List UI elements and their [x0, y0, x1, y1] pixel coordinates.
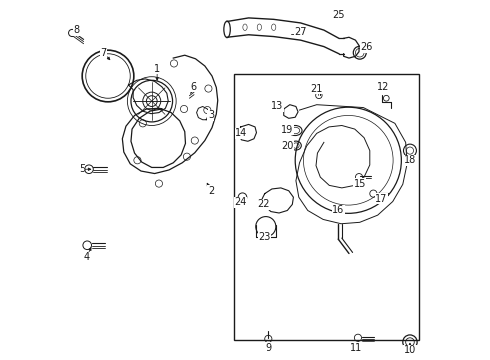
Text: 12: 12 — [377, 82, 389, 92]
Text: 6: 6 — [190, 82, 196, 92]
Text: 25: 25 — [332, 10, 344, 20]
Text: 27: 27 — [294, 27, 307, 37]
Text: 24: 24 — [234, 197, 246, 207]
Text: 2: 2 — [208, 186, 214, 196]
Text: 14: 14 — [235, 129, 247, 138]
Text: 7: 7 — [100, 48, 106, 58]
Text: 22: 22 — [257, 199, 270, 210]
Text: 8: 8 — [74, 25, 79, 35]
Text: 11: 11 — [350, 343, 362, 353]
Text: 13: 13 — [271, 102, 283, 112]
Text: 9: 9 — [265, 343, 271, 353]
Text: 4: 4 — [83, 252, 90, 262]
Text: 3: 3 — [208, 111, 214, 121]
Text: 18: 18 — [404, 155, 416, 165]
Text: 5: 5 — [79, 164, 85, 174]
Text: 15: 15 — [354, 179, 366, 189]
Text: 17: 17 — [375, 194, 388, 204]
Text: 1: 1 — [154, 64, 160, 74]
Bar — [234, 74, 419, 339]
Text: 16: 16 — [332, 206, 344, 216]
Text: 26: 26 — [361, 42, 373, 52]
Text: 20: 20 — [281, 141, 294, 151]
Text: 19: 19 — [281, 125, 294, 135]
Text: 23: 23 — [259, 232, 271, 242]
Text: 21: 21 — [311, 84, 323, 94]
Text: 10: 10 — [404, 345, 416, 355]
